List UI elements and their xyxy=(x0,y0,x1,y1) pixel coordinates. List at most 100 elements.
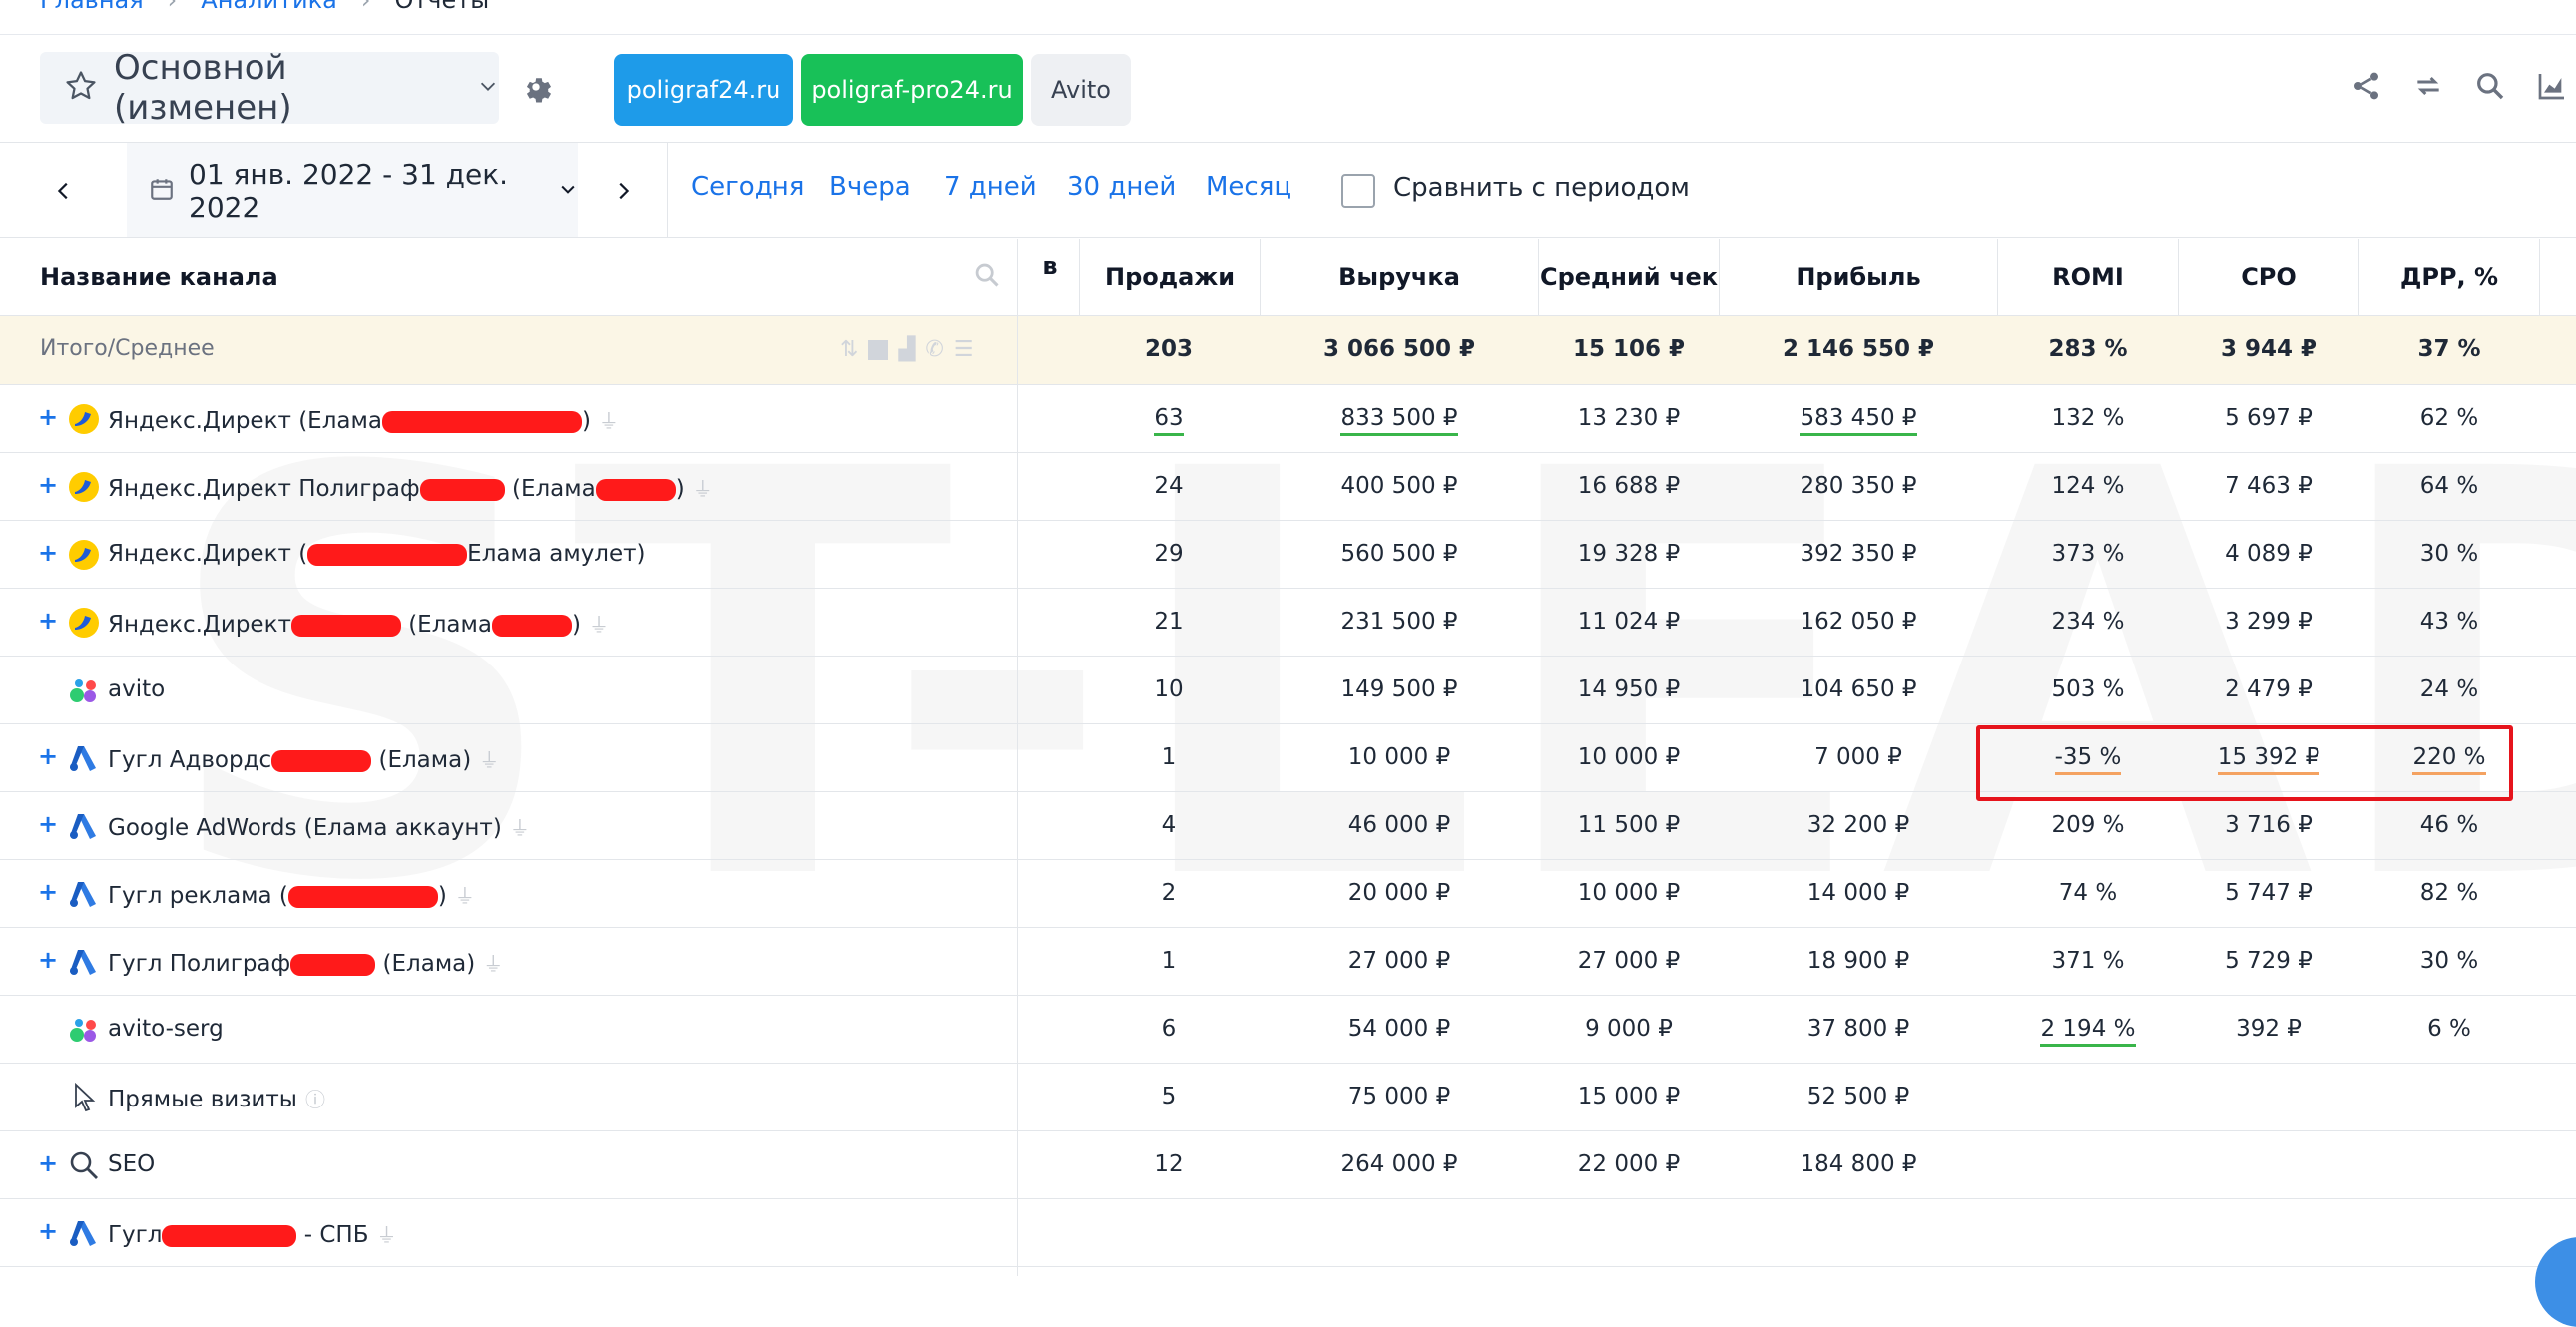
expand-icon[interactable]: + xyxy=(38,810,59,838)
row-divider xyxy=(0,791,2576,792)
table-header: Название канала в Продажи Выручка Средни… xyxy=(0,239,2576,316)
refresh-icon[interactable] xyxy=(2412,70,2444,106)
google-ads-icon xyxy=(68,742,100,774)
quick-range-7days[interactable]: 7 дней xyxy=(944,172,1037,202)
channel-name[interactable]: avito xyxy=(108,676,165,702)
star-icon[interactable] xyxy=(64,69,98,107)
channel-name[interactable]: Гугл Полиграф (Елама) ⏚ xyxy=(108,948,503,977)
table-cell: 4 089 ₽ xyxy=(2159,541,2378,567)
help-icon[interactable]: ⓘ xyxy=(304,1088,325,1111)
report-selector[interactable]: Основной (изменен) xyxy=(40,48,499,128)
column-header-romi[interactable]: ROMI xyxy=(2052,263,2124,291)
column-header-profit[interactable]: Прибыль xyxy=(1796,263,1921,291)
plug-icon[interactable]: ⏚ xyxy=(479,748,500,772)
square-icon[interactable] xyxy=(868,340,889,360)
expand-icon[interactable]: + xyxy=(38,607,59,635)
total-value: 37 % xyxy=(2417,336,2481,362)
breadcrumb-home[interactable]: Главная xyxy=(40,0,144,14)
channel-name[interactable]: Google AdWords (Елама аккаунт) ⏚ xyxy=(108,812,530,841)
plug-icon[interactable]: ⏚ xyxy=(692,477,713,501)
expand-icon[interactable]: + xyxy=(38,539,59,567)
plug-icon[interactable]: ⏚ xyxy=(588,613,609,637)
column-header-channel[interactable]: Название канала xyxy=(40,263,278,291)
chart-icon[interactable]: ▟ xyxy=(898,337,916,362)
column-header-drr[interactable]: ДРР, % xyxy=(2399,263,2499,291)
yandex-direct-icon xyxy=(68,403,100,435)
row-divider xyxy=(0,1266,2576,1267)
expand-icon[interactable]: + xyxy=(38,946,59,974)
redaction xyxy=(287,885,438,908)
channel-name[interactable]: Яндекс.Директ (Елама) ⏚ xyxy=(108,405,619,434)
channel-name[interactable]: Яндекс.Директ Полиграф (Елама) ⏚ xyxy=(108,473,713,502)
breadcrumb-analytics[interactable]: Аналитика xyxy=(201,0,337,14)
date-next-button[interactable] xyxy=(579,143,668,237)
table-cell: 16 688 ₽ xyxy=(1519,473,1739,499)
channel-name[interactable]: avito-serg xyxy=(108,1016,224,1042)
project-chip-poligraf-pro24[interactable]: poligraf-pro24.ru xyxy=(801,54,1023,126)
date-range-picker[interactable]: 01 янв. 2022 - 31 дек. 2022 xyxy=(127,143,578,237)
cell-value: 13 230 ₽ xyxy=(1577,405,1681,431)
plug-icon[interactable]: ⏚ xyxy=(483,952,504,976)
plug-icon[interactable]: ⏚ xyxy=(454,884,475,908)
quick-range-yesterday[interactable]: Вчера xyxy=(829,172,911,202)
help-chat-button[interactable] xyxy=(2535,1237,2576,1327)
gear-icon[interactable] xyxy=(519,70,553,108)
channel-name[interactable]: Прямые визиты ⓘ xyxy=(108,1084,325,1112)
expand-icon[interactable]: + xyxy=(38,1149,59,1177)
expand-icon[interactable]: + xyxy=(38,878,59,906)
table-cell: 5 697 ₽ xyxy=(2159,405,2378,431)
project-chip-poligraf24[interactable]: poligraf24.ru xyxy=(614,54,793,126)
expand-icon[interactable]: + xyxy=(38,471,59,499)
project-chip-avito[interactable]: Avito xyxy=(1031,54,1131,126)
channel-name[interactable]: SEO xyxy=(108,1151,155,1177)
expand-icon[interactable]: + xyxy=(38,1217,59,1245)
table-cell: 373 % xyxy=(1978,541,2198,567)
date-prev-button[interactable] xyxy=(0,143,127,237)
cell-value: 74 % xyxy=(2058,880,2118,906)
expand-icon[interactable]: + xyxy=(38,742,59,770)
table-cell: 15 000 ₽ xyxy=(1519,1084,1739,1109)
quick-range-30days[interactable]: 30 дней xyxy=(1067,172,1177,202)
channel-name-text: Google AdWords (Елама аккаунт) xyxy=(108,815,502,841)
plug-icon[interactable]: ⏚ xyxy=(376,1223,397,1247)
row-divider xyxy=(0,859,2576,860)
cell-value: 10 xyxy=(1154,676,1184,702)
cell-value: 6 % xyxy=(2427,1016,2471,1042)
table-cell: 30 % xyxy=(2339,541,2559,567)
phone-icon[interactable]: ✆ xyxy=(925,337,944,362)
chart-icon[interactable] xyxy=(2536,70,2568,106)
channel-name[interactable]: Гугл реклама () ⏚ xyxy=(108,880,475,909)
list-icon[interactable]: ☰ xyxy=(953,337,974,362)
cell-value: 30 % xyxy=(2419,948,2479,974)
cell-value: 184 800 ₽ xyxy=(1800,1151,1917,1177)
cell-value: 392 350 ₽ xyxy=(1800,541,1917,567)
cell-value: 46 000 ₽ xyxy=(1347,812,1451,838)
table-cell: 11 024 ₽ xyxy=(1519,609,1739,635)
table-cell: 220 % xyxy=(2339,744,2559,775)
channel-name[interactable]: Яндекс.Директ (Елама амулет) xyxy=(108,541,646,567)
channel-name[interactable]: Гугл - СПБ ⏚ xyxy=(108,1219,397,1248)
total-label: Итого/Среднее xyxy=(40,336,215,361)
compare-checkbox[interactable] xyxy=(1341,174,1375,208)
search-icon[interactable] xyxy=(973,261,1001,293)
share-icon[interactable] xyxy=(2350,70,2382,106)
column-header-sales[interactable]: Продажи xyxy=(1104,263,1236,291)
sort-icon[interactable]: ⇅ xyxy=(840,337,859,362)
search-icon[interactable] xyxy=(2474,70,2506,106)
chevron-down-icon xyxy=(477,75,499,101)
table-cell: 5 747 ₽ xyxy=(2159,880,2378,906)
table-cell: 13 230 ₽ xyxy=(1519,405,1739,431)
column-header-cpo[interactable]: CPO xyxy=(2241,263,2297,291)
channel-name[interactable]: Яндекс.Директ (Елама) ⏚ xyxy=(108,609,609,638)
column-header-avg-check[interactable]: Средний чек xyxy=(1539,263,1719,291)
channel-name-text: Яндекс.Директ Полиграф xyxy=(108,476,420,502)
expand-icon[interactable]: + xyxy=(38,403,59,431)
channel-name[interactable]: Гугл Адвордс (Елама) ⏚ xyxy=(108,744,499,773)
cell-value: 52 500 ₽ xyxy=(1806,1084,1910,1109)
column-header-revenue[interactable]: Выручка xyxy=(1338,263,1460,291)
plug-icon[interactable]: ⏚ xyxy=(509,816,530,840)
table-cell: 5 729 ₽ xyxy=(2159,948,2378,974)
plug-icon[interactable]: ⏚ xyxy=(598,409,619,433)
quick-range-month[interactable]: Месяц xyxy=(1206,172,1292,202)
quick-range-today[interactable]: Сегодня xyxy=(691,172,805,202)
